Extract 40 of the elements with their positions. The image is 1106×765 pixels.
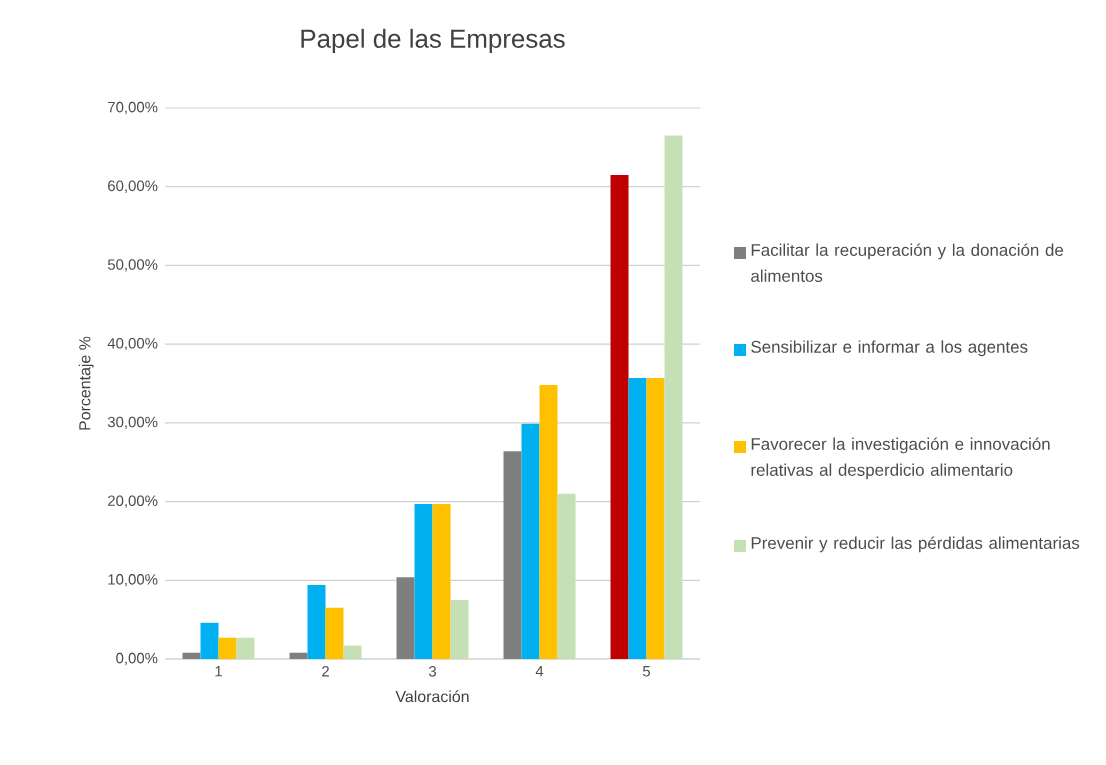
bar — [343, 645, 362, 659]
bar — [450, 599, 469, 659]
x-tick-label: 4 — [535, 666, 544, 677]
legend-label: Facilitar la recuperación y la donación de alimentos — [751, 243, 1064, 282]
bar — [200, 622, 219, 659]
x-axis-title: Valoración — [395, 690, 469, 703]
legend-label: Sensibilizar e informar a los agentes — [751, 340, 1028, 357]
bar — [610, 174, 629, 659]
legend-label: Favorecer la investigación e innovación relativas al desperdicio alimentario — [751, 437, 1050, 480]
bar — [396, 577, 415, 659]
y-tick-label: 0,00% — [116, 652, 158, 666]
bar — [218, 637, 237, 659]
y-tick-label: 50,00% — [107, 259, 158, 272]
bar — [664, 135, 683, 659]
bar — [646, 377, 665, 659]
chart-title: Papel de las Empresas — [301, 28, 565, 54]
bar — [557, 493, 576, 659]
y-tick-label: 10,00% — [108, 574, 158, 587]
y-tick-label: 40,00% — [107, 337, 158, 351]
bar — [182, 652, 201, 659]
y-tick-label: 60,00% — [108, 180, 158, 193]
bar — [432, 503, 451, 659]
bar — [236, 637, 255, 659]
bar — [414, 503, 433, 659]
bar — [325, 607, 344, 659]
x-tick-label: 2 — [322, 666, 329, 677]
legend-label: Prevenir y reducir las pérdidas alimentarias — [751, 536, 1080, 553]
y-tick-label: 20,00% — [108, 495, 158, 508]
y-tick-label: 30,00% — [107, 416, 158, 430]
bar — [289, 652, 308, 659]
bar — [307, 585, 326, 659]
y-axis-title: Porcentaje % — [78, 336, 94, 430]
bar — [521, 423, 540, 659]
y-tick-label: 70,00% — [108, 101, 158, 115]
bar — [539, 385, 558, 659]
x-tick-label: 1 — [215, 666, 222, 677]
bar — [628, 377, 647, 659]
x-tick-label: 5 — [642, 666, 651, 677]
bar — [503, 451, 522, 659]
x-tick-label: 3 — [428, 666, 437, 677]
